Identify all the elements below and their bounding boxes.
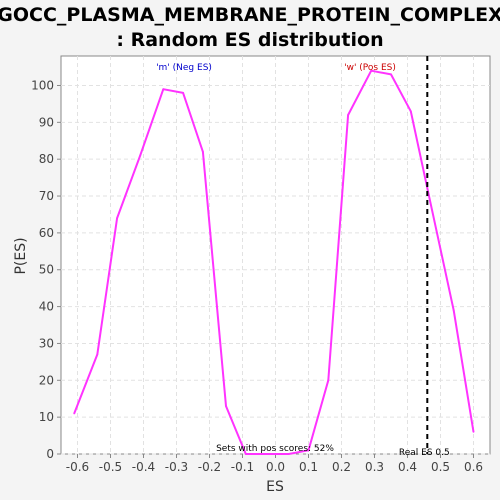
data-point bbox=[472, 430, 475, 433]
data-point bbox=[370, 69, 373, 72]
data-point bbox=[139, 154, 142, 157]
x-tick-label: 0.5 bbox=[431, 460, 450, 474]
y-tick-label: 60 bbox=[39, 226, 54, 240]
y-tick-label: 30 bbox=[39, 336, 54, 350]
pos-scores-label: Sets with pos scores: 52% bbox=[216, 444, 334, 454]
x-tick-label: -0.3 bbox=[165, 460, 188, 474]
chart-title-line2: : Random ES distribution bbox=[116, 29, 383, 51]
data-point bbox=[202, 150, 204, 153]
annotations: 'm' (Neg ES) 'w' (Pos ES) Sets with pos sc… bbox=[156, 56, 450, 458]
x-tick-label: 0.6 bbox=[464, 460, 483, 474]
data-point bbox=[73, 412, 76, 415]
x-tick-label: 0.2 bbox=[332, 460, 351, 474]
data-point bbox=[390, 73, 392, 76]
data-point bbox=[264, 453, 267, 455]
axis-ticks: -0.6 -0.5 -0.4 -0.3 -0.2 -0.1 0.0 0.1 0.2 0.3 0.4 0… bbox=[31, 78, 483, 474]
y-tick-label: 80 bbox=[39, 152, 54, 166]
y-tick-label: 20 bbox=[39, 373, 54, 387]
y-tick-label: 90 bbox=[39, 115, 54, 129]
x-tick-label: -0.6 bbox=[66, 460, 89, 474]
y-tick-label: 50 bbox=[39, 263, 54, 277]
x-tick-label: -0.4 bbox=[132, 460, 155, 474]
x-tick-label: 0.3 bbox=[365, 460, 384, 474]
y-tick-label: 40 bbox=[39, 300, 54, 314]
data-point bbox=[162, 88, 165, 91]
data-point bbox=[287, 453, 290, 455]
data-point bbox=[96, 353, 99, 356]
x-tick-label: 0.4 bbox=[398, 460, 417, 474]
y-tick-label: 10 bbox=[39, 410, 54, 424]
pos-es-label: 'w' (Pos ES) bbox=[344, 63, 396, 73]
data-point bbox=[452, 309, 455, 312]
data-point bbox=[327, 379, 330, 382]
data-point bbox=[182, 91, 185, 94]
data-point bbox=[409, 110, 412, 113]
y-tick-label: 100 bbox=[31, 78, 54, 92]
y-tick-label: 70 bbox=[39, 189, 54, 203]
y-tick-label: 0 bbox=[46, 447, 54, 461]
y-axis-label: P(ES) bbox=[13, 237, 29, 274]
x-axis-label: ES bbox=[266, 479, 284, 495]
series-layer bbox=[73, 69, 475, 455]
chart-title-line1: GOCC_PLASMA_MEMBRANE_PROTEIN_COMPLEX bbox=[0, 4, 500, 26]
data-point bbox=[116, 217, 118, 220]
grid bbox=[61, 56, 490, 455]
x-tick-label: -0.2 bbox=[198, 460, 221, 474]
series-line bbox=[73, 69, 475, 455]
data-point bbox=[429, 202, 432, 205]
data-point bbox=[225, 405, 227, 407]
real-es-label: Real ES 0.5 bbox=[399, 448, 450, 458]
x-tick-label: -0.5 bbox=[99, 460, 122, 474]
x-tick-label: -0.1 bbox=[231, 460, 254, 474]
data-point bbox=[307, 449, 310, 452]
x-tick-label: 0.0 bbox=[266, 460, 285, 474]
data-point bbox=[347, 114, 349, 116]
neg-es-label: 'm' (Neg ES) bbox=[156, 63, 212, 73]
x-tick-label: 0.1 bbox=[299, 460, 318, 474]
data-point bbox=[244, 453, 247, 455]
